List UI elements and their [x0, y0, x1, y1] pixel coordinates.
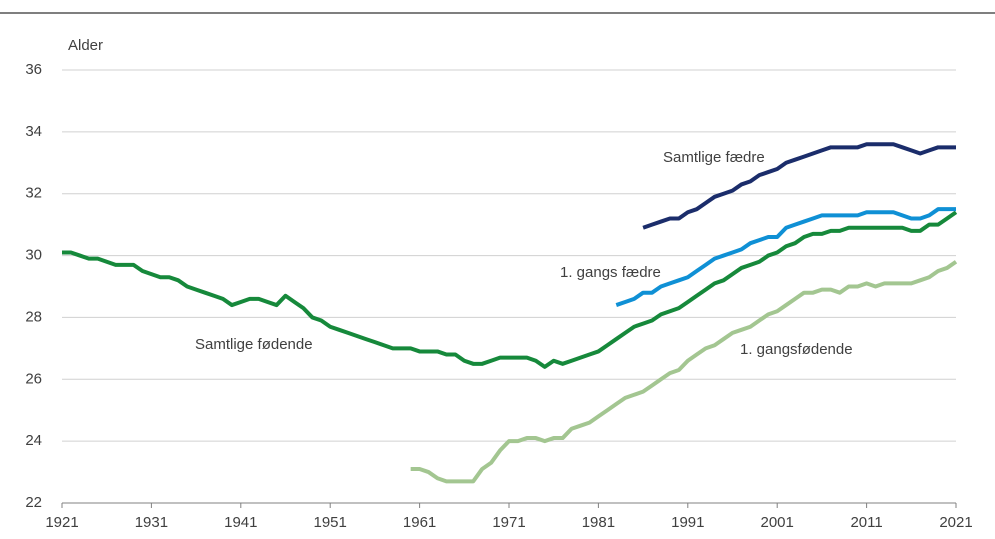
x-tick-label: 1961 [403, 514, 436, 531]
y-tick-label: 34 [25, 123, 42, 140]
series-line [642, 142, 956, 230]
y-tick-label: 36 [25, 61, 42, 78]
series-line [410, 260, 958, 484]
y-tick-label: 32 [25, 185, 42, 202]
x-tick-label: 2001 [761, 514, 794, 531]
y-tick-label: 22 [25, 494, 42, 511]
y-axis-label: Alder [68, 37, 103, 54]
series-line [62, 210, 958, 369]
x-tick-label: 1921 [45, 514, 78, 531]
y-tick-label: 28 [25, 308, 42, 325]
x-tick-label: 1931 [135, 514, 168, 531]
series-label: 1. gangs fædre [560, 264, 661, 281]
x-tick-label: 1991 [671, 514, 704, 531]
x-tick-label: 1971 [492, 514, 525, 531]
series-label: Samtlige fædre [663, 149, 765, 166]
series-label: 1. gangsfødende [740, 341, 853, 358]
x-tick-label: 1951 [314, 514, 347, 531]
x-tick-label: 2011 [850, 514, 882, 531]
x-tick-label: 1941 [224, 514, 257, 531]
series-line [615, 207, 956, 307]
x-tick-label: 2021 [939, 514, 972, 531]
y-tick-label: 24 [25, 432, 42, 449]
y-tick-label: 26 [25, 370, 42, 387]
y-tick-label: 30 [25, 247, 42, 264]
x-tick-label: 1981 [582, 514, 615, 531]
series-label: Samtlige fødende [195, 336, 313, 353]
